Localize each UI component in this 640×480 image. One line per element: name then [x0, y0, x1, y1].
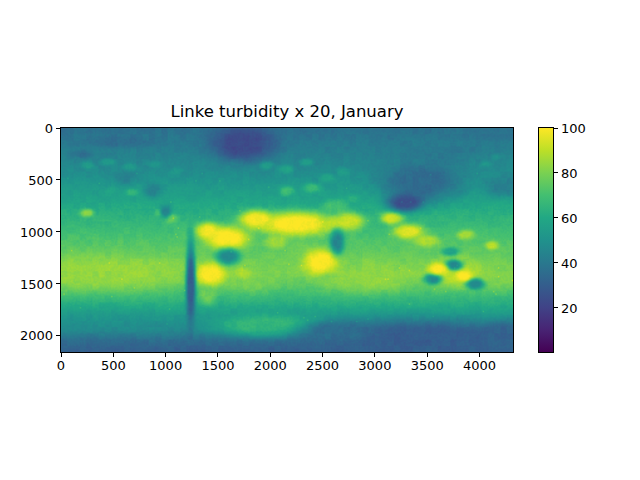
x-axis-tick: [374, 353, 375, 357]
x-axis-tick-label: 3000: [358, 358, 391, 373]
x-axis-tick: [322, 353, 323, 357]
y-axis-tick: [56, 231, 60, 232]
x-axis-tick-label: 3500: [411, 358, 444, 373]
y-axis-tick: [56, 335, 60, 336]
y-axis-tick: [56, 283, 60, 284]
colorbar-tick: [554, 172, 558, 173]
colorbar-tick: [554, 262, 558, 263]
y-axis-tick-label: 1000: [20, 224, 53, 239]
x-axis-tick: [113, 353, 114, 357]
heatmap-canvas: [61, 128, 513, 352]
y-axis-tick-label: 1500: [20, 276, 53, 291]
colorbar-tick-label: 20: [561, 300, 578, 315]
y-axis-tick-label: 500: [28, 172, 53, 187]
colorbar-tick: [554, 307, 558, 308]
plot-area: [60, 127, 514, 353]
plot-title: Linke turbidity x 20, January: [61, 102, 513, 121]
y-axis-tick-label: 0: [45, 121, 53, 136]
colorbar-tick: [554, 217, 558, 218]
x-axis-tick-label: 2500: [306, 358, 339, 373]
x-axis-tick: [217, 353, 218, 357]
x-axis-tick: [427, 353, 428, 357]
x-axis-tick-label: 1000: [149, 358, 182, 373]
colorbar: [538, 127, 554, 353]
colorbar-gradient: [539, 128, 553, 352]
y-axis-tick: [56, 179, 60, 180]
x-axis-tick-label: 500: [101, 358, 126, 373]
x-axis-tick: [270, 353, 271, 357]
colorbar-tick-label: 100: [561, 121, 586, 136]
x-axis-tick-label: 1500: [201, 358, 234, 373]
y-axis-tick: [56, 128, 60, 129]
y-axis-tick-label: 2000: [20, 328, 53, 343]
figure: Linke turbidity x 20, January 0500100015…: [0, 0, 640, 480]
colorbar-tick-label: 40: [561, 255, 578, 270]
x-axis-tick-label: 2000: [254, 358, 287, 373]
colorbar-tick-label: 80: [561, 165, 578, 180]
x-axis-tick-label: 0: [57, 358, 65, 373]
x-axis-tick: [479, 353, 480, 357]
colorbar-tick: [554, 128, 558, 129]
x-axis-tick-label: 4000: [463, 358, 496, 373]
x-axis-tick: [165, 353, 166, 357]
x-axis-tick: [61, 353, 62, 357]
colorbar-tick-label: 60: [561, 210, 578, 225]
